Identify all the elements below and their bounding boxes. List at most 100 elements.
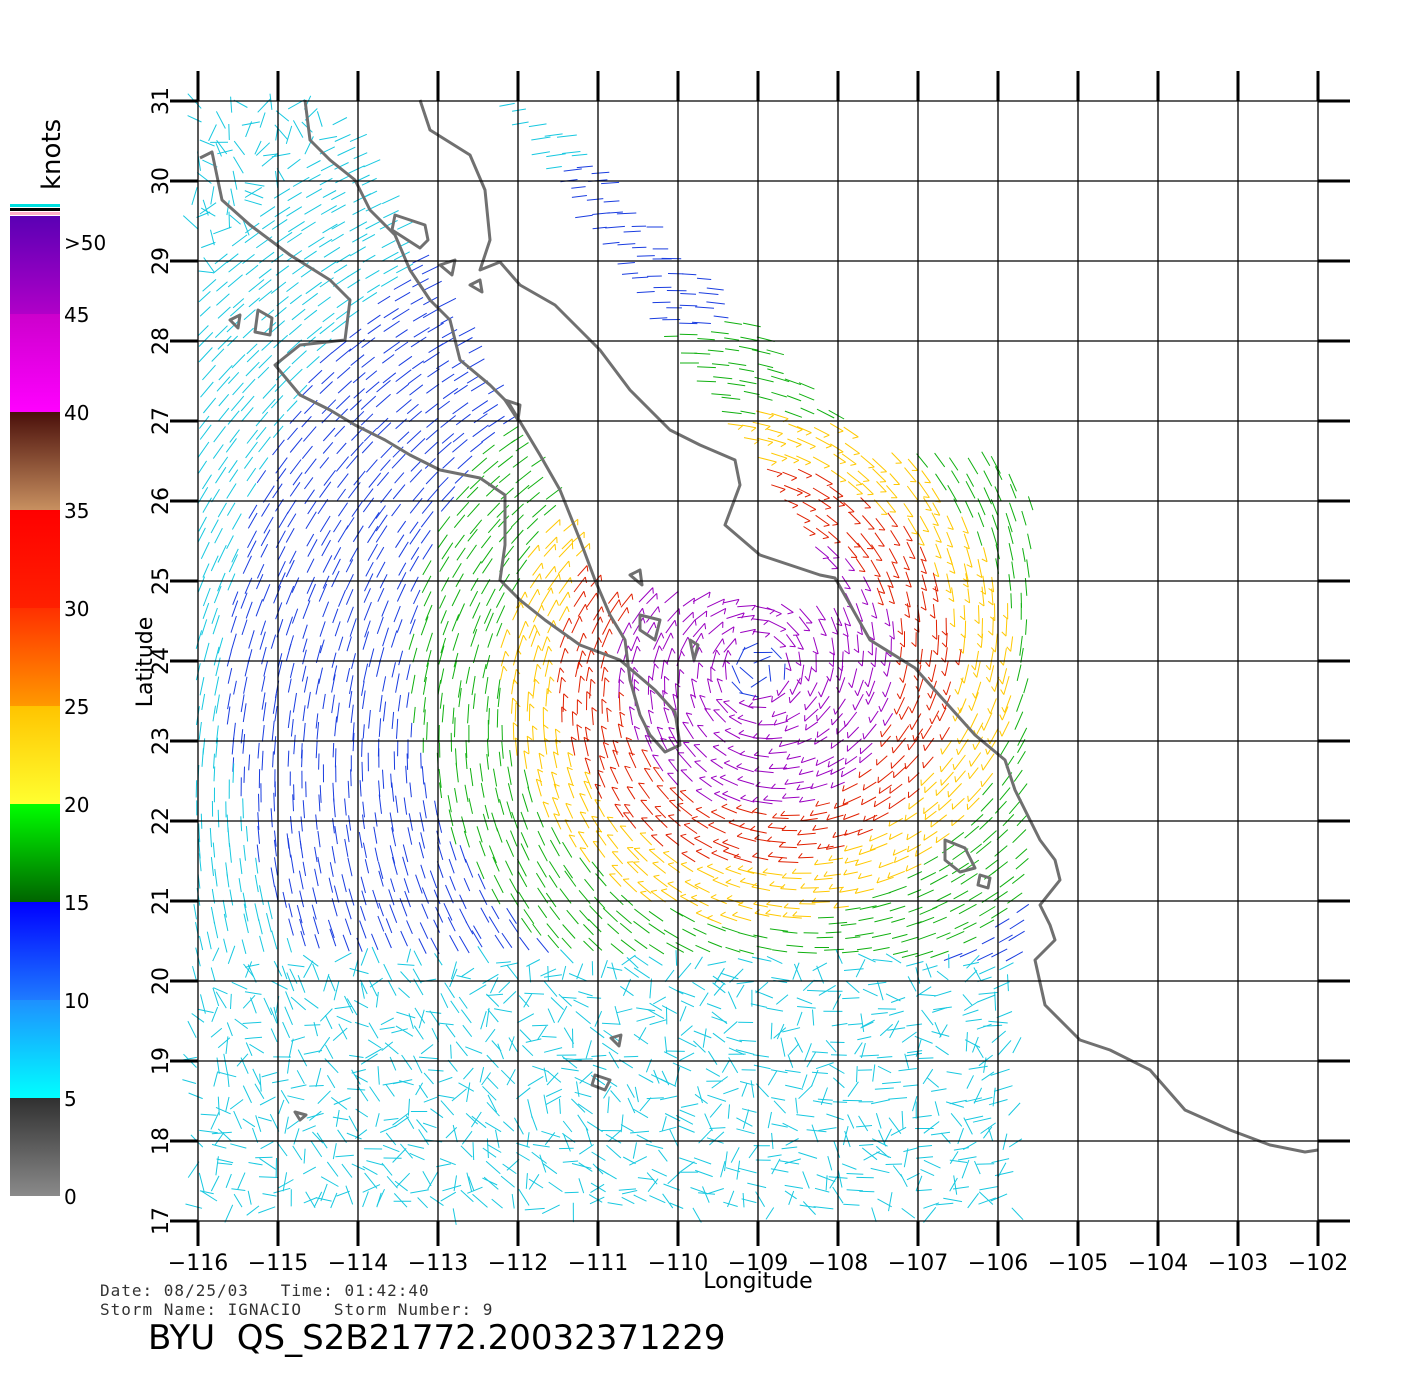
wind-barb	[856, 493, 863, 495]
wind-vector	[525, 1038, 542, 1043]
wind-vector	[302, 600, 311, 619]
wind-vector	[947, 484, 958, 502]
wind-barb	[657, 606, 660, 613]
wind-vector	[353, 152, 368, 160]
wind-vector	[922, 725, 932, 740]
wind-barb	[720, 911, 726, 916]
wind-vector	[318, 583, 328, 602]
wind-vector	[654, 806, 667, 819]
wind-vector	[922, 1068, 934, 1085]
wind-vector	[696, 868, 715, 878]
wind-vector	[247, 530, 257, 549]
wind-vector	[367, 1039, 382, 1049]
wind-vector	[886, 608, 891, 627]
wind-vector	[826, 557, 838, 569]
wind-vector	[901, 952, 919, 958]
wind-vector	[243, 766, 245, 783]
wind-barb	[780, 443, 787, 448]
wind-vector	[393, 605, 401, 623]
wind-vector	[422, 560, 432, 576]
wind-vector	[665, 619, 676, 634]
wind-vector	[559, 1098, 561, 1114]
wind-vector	[968, 787, 982, 803]
wind-vector	[397, 520, 407, 533]
wind-vector	[721, 626, 735, 635]
wind-barb	[668, 736, 675, 739]
wind-vector	[964, 970, 978, 983]
wind-barb	[941, 703, 946, 710]
wind-vector	[802, 1201, 816, 1215]
wind-vector	[333, 264, 348, 274]
wind-vector	[297, 1049, 308, 1067]
wind-vector	[258, 457, 269, 470]
wind-vector	[886, 661, 891, 677]
wind-vector	[287, 678, 292, 693]
wind-barb	[712, 838, 719, 843]
wind-barb	[583, 591, 586, 598]
wind-vector	[691, 896, 709, 907]
wind-vector	[203, 257, 215, 273]
wind-vector	[706, 301, 725, 305]
wind-vector	[514, 484, 530, 499]
wind-barb	[739, 822, 745, 828]
wind-barb	[721, 803, 728, 808]
wind-barb	[935, 540, 942, 543]
wind-vector	[663, 1051, 678, 1059]
wind-vector	[931, 664, 937, 683]
wind-vector	[748, 706, 767, 708]
wind-vector	[901, 1110, 904, 1130]
wind-barb	[893, 856, 897, 863]
wind-barb	[935, 555, 942, 559]
wind-vector	[319, 322, 335, 335]
wind-vector	[723, 598, 740, 604]
wind-vector	[592, 226, 607, 230]
wind-vector	[652, 996, 667, 1005]
wind-vector	[679, 1157, 697, 1165]
wind-vector	[286, 972, 295, 992]
wind-vector	[286, 400, 298, 412]
wind-vector	[391, 856, 398, 875]
wind-vector	[892, 1165, 903, 1178]
wind-vector	[440, 637, 447, 654]
wind-barb	[737, 865, 744, 870]
wind-vector	[931, 901, 948, 910]
wind-vector	[884, 651, 887, 666]
colorbar-label: 30	[64, 597, 89, 621]
wind-vector	[451, 1088, 467, 1102]
wind-vector	[410, 605, 419, 624]
wind-barb	[660, 632, 665, 639]
wind-vector	[768, 751, 787, 754]
wind-vector	[991, 1158, 1010, 1164]
wind-vector	[272, 694, 277, 714]
wind-vector	[319, 515, 331, 533]
wind-vector	[856, 1066, 858, 1083]
wind-vector	[949, 1099, 967, 1105]
wind-vector	[287, 710, 291, 729]
wind-vector	[201, 748, 204, 767]
wind-barb	[1001, 631, 1007, 637]
wind-vector	[563, 518, 579, 532]
wind-vector	[319, 785, 322, 803]
wind-barb	[512, 722, 519, 727]
wind-barb	[686, 712, 693, 715]
wind-vector	[873, 499, 888, 515]
wind-vector	[315, 713, 319, 729]
wind-vector	[558, 577, 571, 594]
wind-vector	[966, 547, 973, 568]
wind-vector	[900, 706, 910, 720]
y-tick-label: 29	[149, 247, 174, 275]
wind-vector	[661, 1116, 667, 1131]
wind-vector	[245, 361, 260, 377]
wind-vector	[574, 1058, 593, 1060]
wind-vector	[371, 933, 379, 950]
wind-vector	[777, 680, 790, 696]
wind-vector	[316, 111, 323, 127]
wind-vector	[752, 856, 769, 861]
wind-vector	[946, 930, 965, 940]
wind-vector	[672, 1062, 692, 1072]
wind-vector	[425, 429, 439, 441]
wind-vector	[575, 661, 580, 678]
wind-vector	[949, 903, 965, 912]
y-tick-label: 26	[149, 487, 174, 515]
wind-barb	[929, 718, 933, 725]
